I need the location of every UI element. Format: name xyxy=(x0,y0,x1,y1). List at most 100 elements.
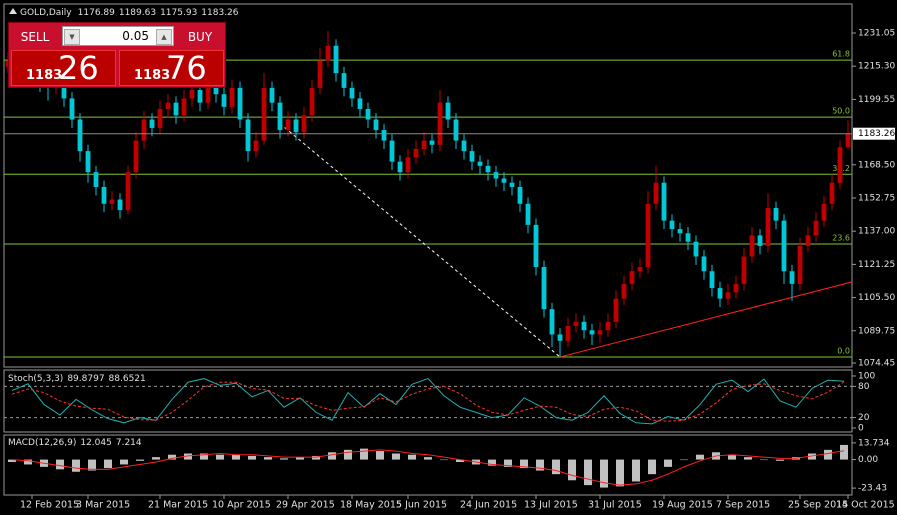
macd-value: 12.045 xyxy=(80,438,112,448)
y-tick-label: 1152.75 xyxy=(858,193,895,203)
y-tick-label: 1168.50 xyxy=(858,160,895,170)
chart-icon xyxy=(9,8,17,14)
macd-bar xyxy=(424,457,432,460)
y-tick-label: 1215.30 xyxy=(858,62,895,72)
candle-body xyxy=(589,330,595,335)
candle-body xyxy=(533,224,539,268)
candle-body xyxy=(221,94,227,107)
current-price-box xyxy=(853,127,895,140)
sell-button[interactable]: SELL xyxy=(20,30,50,44)
macd-bar xyxy=(184,453,192,460)
buy-button[interactable]: BUY xyxy=(187,30,213,44)
candle-body xyxy=(717,288,723,299)
candle-body xyxy=(573,321,579,327)
candle-body xyxy=(141,119,147,141)
macd-bar xyxy=(296,457,304,460)
candle-body xyxy=(245,119,251,152)
candle-body xyxy=(621,283,627,299)
candle-body xyxy=(525,203,531,225)
macd-bar xyxy=(824,449,832,460)
macd-bar xyxy=(248,455,256,460)
lot-value: 0.05 xyxy=(122,29,149,43)
candle-body xyxy=(709,271,715,289)
macd-bar xyxy=(8,459,16,463)
candle-body xyxy=(805,235,811,246)
macd-bar xyxy=(72,459,80,472)
x-tick-label: 31 Jul 2015 xyxy=(588,500,642,511)
candle-body xyxy=(669,220,675,230)
macd-bar xyxy=(392,453,400,460)
candle-body xyxy=(821,203,827,221)
candle-body xyxy=(725,292,731,299)
y-tick-label: 20 xyxy=(858,413,870,423)
candle-body xyxy=(101,186,107,204)
macd-bar xyxy=(408,454,416,460)
lot-input[interactable]: ▼ 0.05 ▲ xyxy=(62,26,174,46)
candle-body xyxy=(469,151,475,162)
bid-prefix: 1183 xyxy=(26,68,63,83)
macd-bar xyxy=(520,459,528,469)
candle-body xyxy=(509,182,515,187)
signal-value: 7.214 xyxy=(116,438,142,448)
macd-bar xyxy=(840,444,848,460)
x-tick-label: 5 Jun 2015 xyxy=(396,500,447,511)
y-tick-label: -23.43 xyxy=(858,484,887,494)
macd-bar xyxy=(88,459,96,471)
fib-label: 61.8 xyxy=(832,50,850,59)
macd-bar xyxy=(24,459,32,465)
macd-bar xyxy=(360,448,368,460)
candle-body xyxy=(733,283,739,293)
stoch-title: Stoch(5,3,3) xyxy=(8,374,63,384)
macd-bar xyxy=(568,459,576,481)
macd-bar xyxy=(536,459,544,471)
lot-down[interactable]: ▼ xyxy=(64,29,80,45)
candle-body xyxy=(205,85,211,103)
x-tick-label: 10 Apr 2015 xyxy=(212,500,271,511)
x-tick-label: 3 Mar 2015 xyxy=(76,500,130,511)
candle-body xyxy=(653,182,659,204)
candle-body xyxy=(645,203,651,268)
lot-up[interactable]: ▲ xyxy=(156,29,172,45)
open-value: 1176.89 xyxy=(78,8,115,18)
stoch-k-value: 89.8797 xyxy=(67,374,104,384)
close-value: 1183.26 xyxy=(201,8,238,18)
macd-bar xyxy=(664,459,672,467)
candle-body xyxy=(789,271,795,284)
macd-bar xyxy=(376,451,384,460)
x-tick-label: 25 Sep 2015 xyxy=(788,500,848,511)
candle-body xyxy=(549,309,555,335)
candle-body xyxy=(309,87,315,116)
candle-body xyxy=(381,130,387,141)
candle-body xyxy=(517,186,523,204)
macd-bar xyxy=(120,459,128,465)
candle-body xyxy=(445,102,451,120)
low-value: 1175.93 xyxy=(160,8,197,18)
macd-title: MACD(12,26,9) xyxy=(8,438,76,448)
ask-quote[interactable]: 1183 76 xyxy=(119,49,224,87)
candle-body xyxy=(701,256,707,272)
candle-body xyxy=(581,321,587,331)
candle-body xyxy=(229,87,235,107)
candle-body xyxy=(373,119,379,131)
candle-body xyxy=(389,140,395,162)
candle-body xyxy=(333,45,339,74)
bid-digits: 26 xyxy=(58,49,99,87)
candle-body xyxy=(237,87,243,120)
y-tick-label: 1199.55 xyxy=(858,95,895,105)
signal-line xyxy=(11,449,845,486)
x-tick-label: 24 Jun 2015 xyxy=(460,500,517,511)
candle-body xyxy=(597,330,603,335)
macd-bar xyxy=(552,459,560,475)
macd-bar xyxy=(280,458,288,460)
candle-body xyxy=(317,60,323,88)
candle-body xyxy=(349,87,355,99)
candle-body xyxy=(93,172,99,187)
macd-bar xyxy=(584,459,592,486)
fib-label: 50.0 xyxy=(832,107,850,116)
candle-body xyxy=(541,267,547,310)
candle-body xyxy=(797,245,803,284)
candle-body xyxy=(685,233,691,242)
bid-quote[interactable]: 1183 26 xyxy=(11,49,116,87)
candle-body xyxy=(429,140,435,145)
